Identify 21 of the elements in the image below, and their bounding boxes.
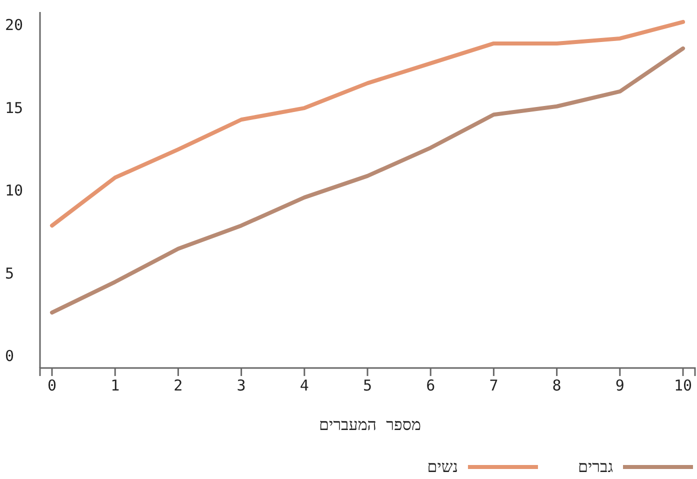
x-tick-label: 6 [426,376,436,395]
y-tick-label: 20 [5,16,24,34]
x-tick-label: 10 [674,376,692,395]
x-tick-label: 9 [615,376,624,395]
x-axis-title: מספר המעברים [319,415,421,434]
x-tick-label: 1 [110,376,120,395]
x-tick-label: 7 [489,376,498,395]
y-tick-label: 10 [5,182,24,200]
x-tick-label: 2 [174,376,183,395]
x-tick-label: 0 [47,376,57,395]
line-series [50,46,686,315]
legend-label: גברים [578,457,613,476]
line-series [50,20,686,228]
y-tick-label: 15 [5,98,24,117]
x-tick-label: 4 [300,376,309,395]
x-tick-label: 5 [362,376,372,395]
y-tick-label: 0 [5,347,14,366]
x-tick-label: 8 [552,376,562,395]
legend-label: נשים [427,457,458,476]
x-tick-label: 3 [236,376,246,395]
y-tick-label: 5 [5,264,14,282]
